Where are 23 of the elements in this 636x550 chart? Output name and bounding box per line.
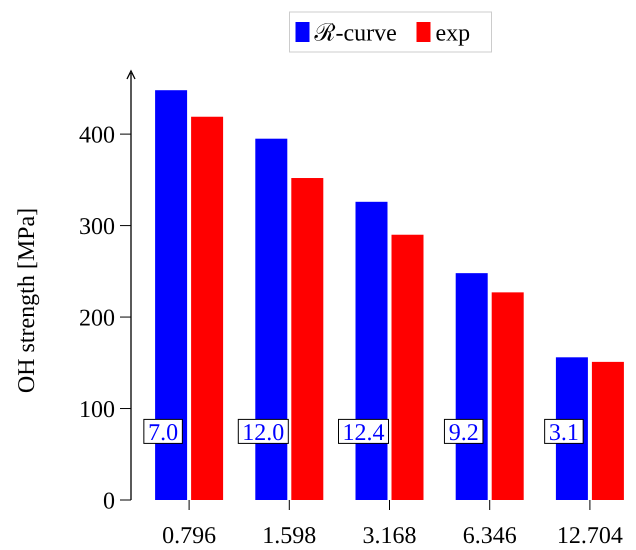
x-tick-label: 0.796	[162, 523, 216, 549]
x-tick-label: 6.346	[462, 523, 517, 549]
annotation: 3.1	[548, 420, 579, 446]
legend-label: ℛ-curve	[314, 20, 397, 46]
y-tick-label: 400	[79, 122, 115, 149]
x-tick-label: 3.168	[362, 523, 416, 549]
y-tick-label: 0	[103, 488, 115, 514]
bar	[392, 234, 424, 500]
bar	[592, 362, 624, 500]
annotation: 9.2	[448, 420, 479, 446]
x-tick-label: 12.704	[556, 523, 623, 549]
y-tick-label: 100	[79, 396, 115, 423]
annotation: 12.4	[342, 420, 384, 446]
x-tick-label: 1.598	[262, 523, 316, 549]
bar	[492, 292, 524, 500]
y-tick-label: 300	[79, 214, 115, 240]
y-tick-label: 200	[79, 305, 115, 332]
y-axis-title: OH strength [MPa]	[14, 208, 40, 394]
bar	[291, 178, 324, 500]
legend-label: exp	[436, 20, 470, 46]
bar	[191, 116, 224, 500]
annotation: 7.0	[148, 420, 178, 446]
annotation: 12.0	[242, 420, 284, 446]
